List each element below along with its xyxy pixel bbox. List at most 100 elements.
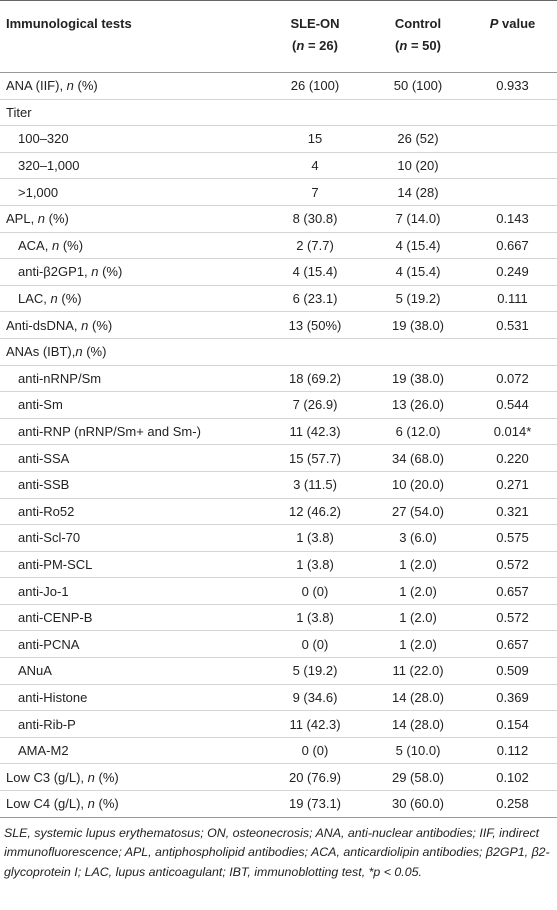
- row-label: anti-PM-SCL: [0, 551, 262, 579]
- text: 9 (34.6): [292, 689, 338, 705]
- text: anti-PCNA: [18, 636, 80, 652]
- table-row: ACA, n (%) 2 (7.7) 4 (15.4) 0.667: [0, 232, 557, 260]
- row-label: LAC, n (%): [0, 285, 262, 313]
- text: 1 (3.8): [296, 556, 334, 572]
- table-row: anti-PCNA 0 (0) 1 (2.0) 0.657: [0, 630, 557, 659]
- text: 0.572: [496, 610, 529, 626]
- italic-text: n: [50, 291, 58, 307]
- italic-text: n: [91, 264, 99, 280]
- text: 0.572: [496, 556, 529, 572]
- table-row: anti-Histone 9 (34.6) 14 (28.0) 0.369: [0, 684, 557, 712]
- text: >1,000: [18, 184, 59, 200]
- text: 7: [311, 184, 319, 200]
- value-cell: 0.271: [468, 471, 557, 499]
- text: 7 (14.0): [395, 211, 441, 227]
- value-cell: 29 (58.0): [368, 763, 468, 792]
- text: 0 (0): [301, 583, 329, 599]
- text: 3 (11.5): [293, 477, 337, 493]
- text: ANuA: [18, 663, 52, 679]
- text: anti-CENP-B: [18, 610, 93, 626]
- row-label: anti-β2GP1, n (%): [0, 258, 262, 286]
- text: 15: [307, 131, 323, 147]
- text: 0.531: [496, 317, 529, 333]
- text: 6 (12.0): [395, 424, 441, 440]
- row-label: anti-SSA: [0, 444, 262, 472]
- value-cell: 27 (54.0): [368, 498, 468, 526]
- text: 0.657: [496, 583, 529, 599]
- row-label: ANA (IIF), n (%): [0, 72, 262, 100]
- text: (%): [98, 264, 123, 280]
- text: (%): [73, 78, 98, 94]
- text: 4 (15.4): [292, 264, 338, 280]
- text: 19 (38.0): [391, 370, 445, 386]
- text: 15 (57.7): [288, 450, 342, 466]
- text: 1 (2.0): [399, 583, 437, 599]
- row-label: 100–320: [0, 125, 262, 153]
- value-cell: 0 (0): [262, 630, 368, 659]
- value-cell: 0 (0): [262, 577, 368, 605]
- value-cell: 0.544: [468, 391, 557, 419]
- text: (: [395, 38, 400, 53]
- text: anti-Ro52: [18, 503, 75, 519]
- value-cell: 10 (20): [368, 152, 468, 180]
- text: 0.657: [496, 636, 529, 652]
- italic-text: n: [81, 317, 89, 333]
- value-cell: 0 (0): [262, 737, 368, 765]
- value-cell: 10 (20.0): [368, 471, 468, 499]
- text: 1 (3.8): [296, 530, 334, 546]
- row-label: >1,000: [0, 178, 262, 206]
- value-cell: 13 (50%): [262, 311, 368, 339]
- text: 0.509: [496, 663, 529, 679]
- value-cell: 2 (7.7): [262, 232, 368, 260]
- row-label: anti-Jo-1: [0, 577, 262, 605]
- row-label: anti-nRNP/Sm: [0, 365, 262, 393]
- value-cell: 1 (2.0): [368, 604, 468, 632]
- value-cell: 3 (6.0): [368, 524, 468, 552]
- header-cell: Control (n = 50): [368, 0, 468, 73]
- row-label: ACA, n (%): [0, 232, 262, 260]
- text: 0.933: [496, 78, 529, 94]
- value-cell: 0.369: [468, 684, 557, 712]
- value-cell: 14 (28.0): [368, 684, 468, 712]
- row-label: anti-Scl-70: [0, 524, 262, 552]
- value-cell: 5 (10.0): [368, 737, 468, 765]
- value-cell: 0.667: [468, 232, 557, 260]
- table-row: anti-Jo-1 0 (0) 1 (2.0) 0.657: [0, 577, 557, 605]
- value-cell: 14 (28): [368, 178, 468, 206]
- table-row: ANAs (IBT),n (%): [0, 338, 557, 366]
- italic-text: n: [75, 344, 83, 360]
- text: anti-SSB: [18, 477, 70, 493]
- value-cell: 19 (38.0): [368, 365, 468, 393]
- text: 1 (3.8): [296, 610, 334, 626]
- value-cell: 0.657: [468, 630, 557, 659]
- text: Immunological tests: [6, 16, 132, 31]
- text: (%): [57, 291, 82, 307]
- value-cell: 4 (15.4): [262, 258, 368, 286]
- value-cell: 1 (3.8): [262, 524, 368, 552]
- text: 0.667: [496, 237, 529, 253]
- text: 320–1,000: [18, 158, 80, 174]
- table-row: anti-PM-SCL 1 (3.8) 1 (2.0) 0.572: [0, 551, 557, 579]
- value-cell: 0.111: [468, 285, 557, 313]
- text: Control: [394, 16, 442, 31]
- value-cell: 4 (15.4): [368, 232, 468, 260]
- value-cell: 15 (57.7): [262, 444, 368, 472]
- value-cell: 13 (26.0): [368, 391, 468, 419]
- text: 7 (26.9): [292, 397, 338, 413]
- header-line: P value: [474, 13, 551, 35]
- value-cell: 7 (14.0): [368, 205, 468, 233]
- value-cell: [368, 338, 468, 366]
- value-cell: 0.572: [468, 604, 557, 632]
- value-cell: 5 (19.2): [368, 285, 468, 313]
- text: (: [292, 38, 297, 53]
- italic-text: n: [399, 38, 408, 53]
- table-row: anti-Scl-70 1 (3.8) 3 (6.0) 0.575: [0, 524, 557, 552]
- text: 5 (10.0): [395, 743, 441, 759]
- value-cell: 1 (2.0): [368, 551, 468, 579]
- text: anti-Sm: [18, 397, 63, 413]
- row-label: anti-Ro52: [0, 498, 262, 526]
- text: anti-SSA: [18, 450, 70, 466]
- row-label: anti-SSB: [0, 471, 262, 499]
- value-cell: 0.102: [468, 763, 557, 792]
- text: 100–320: [18, 131, 69, 147]
